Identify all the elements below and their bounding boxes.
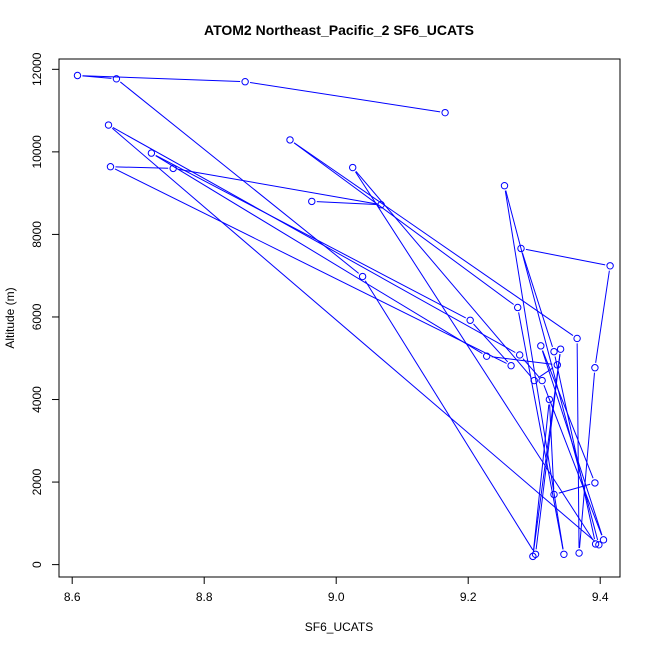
- series-points: [73, 71, 614, 561]
- series-line-segment: [115, 166, 169, 169]
- series-lines: [82, 75, 610, 552]
- data-point: [515, 351, 524, 359]
- data-point: [591, 479, 599, 487]
- series-line-segment: [293, 142, 514, 305]
- y-tick-label: 4000: [30, 386, 44, 413]
- series-line-segment: [355, 171, 532, 378]
- y-tick-label: 12000: [30, 52, 44, 86]
- series-line-segment: [293, 142, 574, 336]
- data-point: [466, 316, 474, 324]
- series-line-segment: [491, 356, 553, 365]
- data-point: [530, 376, 538, 385]
- series-line-segment: [554, 356, 596, 540]
- data-point: [308, 197, 316, 206]
- x-tick-label: 9.0: [328, 590, 345, 604]
- x-tick-label: 8.6: [64, 590, 81, 604]
- y-tick-label: 10000: [30, 135, 44, 169]
- data-point: [556, 345, 565, 353]
- data-point: [514, 303, 522, 312]
- series-line-segment: [595, 270, 610, 363]
- x-tick-label: 8.8: [196, 590, 213, 604]
- data-point: [482, 352, 491, 360]
- data-point: [106, 163, 115, 171]
- series-line-segment: [532, 404, 550, 552]
- series-line-segment: [354, 171, 594, 541]
- series-line-segment: [114, 168, 507, 364]
- data-point: [147, 149, 156, 157]
- series-line-segment: [155, 155, 483, 355]
- series-line-segment: [579, 372, 595, 549]
- data-point: [591, 364, 599, 372]
- y-axis-label: Altitude (m): [3, 287, 17, 348]
- y-tick-label: 6000: [30, 303, 44, 330]
- series-line-segment: [364, 280, 534, 551]
- data-point: [241, 78, 249, 86]
- x-axis-label: SF6_UCATS: [305, 620, 373, 634]
- data-point: [104, 121, 113, 129]
- series-line-segment: [316, 201, 377, 205]
- data-point: [441, 108, 449, 117]
- series-line-segment: [111, 127, 596, 542]
- series-line-segment: [549, 404, 555, 490]
- data-point: [538, 376, 546, 385]
- y-tick-label: 0: [30, 561, 44, 568]
- data-point: [529, 552, 537, 561]
- data-point: [112, 75, 121, 83]
- series-line-segment: [543, 385, 603, 536]
- series-line-segment: [82, 75, 112, 79]
- data-point: [591, 540, 600, 548]
- data-point: [606, 262, 614, 270]
- data-point: [73, 71, 82, 80]
- plot-frame: [58, 58, 621, 578]
- y-tick-label: 8000: [30, 221, 44, 248]
- x-tick-label: 9.4: [592, 590, 609, 604]
- series-line-segment: [518, 312, 564, 550]
- data-point: [500, 182, 509, 190]
- series-line-segment: [538, 367, 554, 379]
- data-point: [599, 536, 608, 544]
- data-point: [545, 395, 554, 404]
- data-point: [169, 164, 177, 173]
- data-point: [553, 361, 561, 369]
- chart-title: ATOM2 Northeast_Pacific_2 SF6_UCATS: [204, 22, 474, 38]
- data-point: [358, 272, 367, 281]
- series-line-segment: [522, 358, 540, 378]
- series-line-segment: [522, 253, 553, 348]
- y-tick-label: 2000: [30, 468, 44, 495]
- data-point: [537, 342, 545, 350]
- data-point: [517, 244, 525, 253]
- data-point: [575, 549, 583, 557]
- series-line-segment: [525, 248, 606, 266]
- data-point: [573, 334, 581, 343]
- data-point: [349, 163, 357, 172]
- series-line-segment: [82, 75, 241, 83]
- series-line-segment: [504, 190, 564, 550]
- series-line-segment: [533, 354, 561, 552]
- data-point: [286, 136, 294, 144]
- data-point: [550, 347, 558, 356]
- series-line-segment: [249, 81, 441, 113]
- series-line-segment: [178, 168, 377, 205]
- x-tick-label: 9.2: [460, 590, 477, 604]
- series-line-segment: [155, 154, 466, 319]
- series-line-segment: [576, 343, 580, 549]
- data-point: [507, 361, 515, 370]
- data-point: [377, 201, 385, 209]
- series-line-segment: [473, 323, 509, 363]
- data-point: [550, 490, 558, 499]
- data-point: [595, 541, 603, 549]
- data-point: [560, 550, 568, 558]
